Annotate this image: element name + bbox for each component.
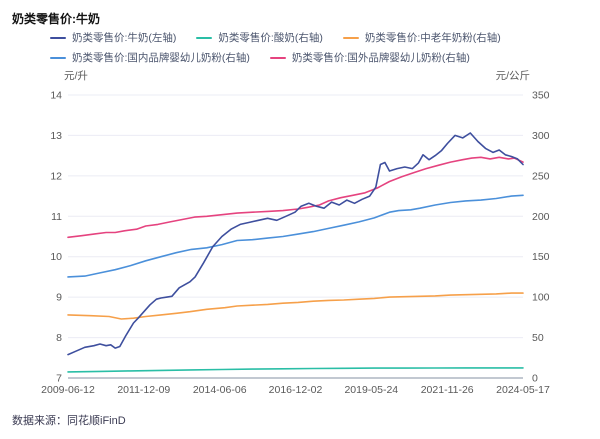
right-axis-tick-label: 350 (532, 90, 550, 102)
chart-legend: 奶类零售价:牛奶(左轴) 奶类零售价:酸奶(右轴) 奶类零售价:中老年奶粉(右轴) 奶… (50, 30, 555, 65)
left-axis-tick-label: 11 (51, 211, 62, 223)
series-line-0[interactable] (67, 367, 524, 373)
x-axis-tick-label: 2024-05-17 (496, 384, 550, 396)
right-axis-tick-label: 150 (532, 251, 550, 263)
left-axis-unit-label: 元/升 (64, 70, 88, 82)
x-axis-tick-label: 2021-11-26 (421, 384, 474, 396)
right-axis-tick-label: 50 (532, 332, 544, 344)
legend-item-4[interactable]: 奶类零售价:国外品牌婴幼儿奶粉(右轴) (269, 50, 470, 65)
legend-item-label: 奶类零售价:酸奶(右轴) (218, 32, 323, 44)
series-line-1[interactable] (67, 292, 524, 320)
right-axis-tick-label: 100 (532, 292, 550, 304)
legend-item-label: 奶类零售价:中老年奶粉(右轴) (364, 32, 501, 44)
left-axis-tick-label: 7 (56, 373, 62, 385)
legend-item-1[interactable]: 奶类零售价:酸奶(右轴) (196, 30, 323, 45)
series-line-4[interactable] (67, 132, 524, 356)
legend-item-label: 奶类零售价:国内品牌婴幼儿奶粉(右轴) (72, 52, 250, 64)
right-axis-tick-label: 200 (532, 211, 550, 223)
x-axis-tick-label: 2014-06-06 (193, 384, 247, 396)
x-axis-tick-label: 2019-05-24 (344, 384, 398, 396)
legend-line-marker-icon (196, 36, 213, 39)
series-line-2[interactable] (67, 194, 524, 278)
chart-title: 奶类零售价:牛奶 (12, 12, 100, 26)
data-source-note: 数据来源：同花顺iFinD (12, 415, 126, 427)
legend-item-0[interactable]: 奶类零售价:牛奶(左轴) (50, 30, 176, 45)
legend-item-2[interactable]: 奶类零售价:中老年奶粉(右轴) (342, 30, 501, 45)
legend-item-label: 奶类零售价:牛奶(左轴) (72, 32, 177, 44)
x-axis-tick-label: 2016-12-02 (269, 384, 323, 396)
right-axis-tick-label: 300 (532, 130, 550, 142)
series-line-3[interactable] (67, 156, 524, 239)
legend-item-3[interactable]: 奶类零售价:国内品牌婴幼儿奶粉(右轴) (50, 50, 250, 65)
left-axis-tick-label: 13 (50, 130, 62, 142)
x-axis-tick-label: 2009-06-12 (41, 384, 95, 396)
legend-item-label: 奶类零售价:国外品牌婴幼儿奶粉(右轴) (291, 52, 470, 64)
left-axis-tick-label: 12 (50, 170, 62, 182)
legend-line-marker-icon (50, 56, 66, 59)
left-axis-tick-label: 14 (50, 90, 62, 102)
legend-line-marker-icon (342, 36, 359, 39)
right-axis-unit-label: 元/公斤 (495, 70, 530, 82)
right-axis-tick-label: 250 (532, 170, 550, 182)
legend-line-marker-icon (50, 36, 66, 39)
legend-line-marker-icon (269, 56, 286, 59)
left-axis-tick-label: 10 (50, 251, 62, 263)
x-axis-tick-label: 2011-12-09 (117, 384, 170, 396)
left-axis-tick-label: 8 (56, 332, 62, 344)
right-axis-tick-label: 0 (532, 373, 538, 385)
left-axis-tick-label: 9 (56, 292, 62, 304)
